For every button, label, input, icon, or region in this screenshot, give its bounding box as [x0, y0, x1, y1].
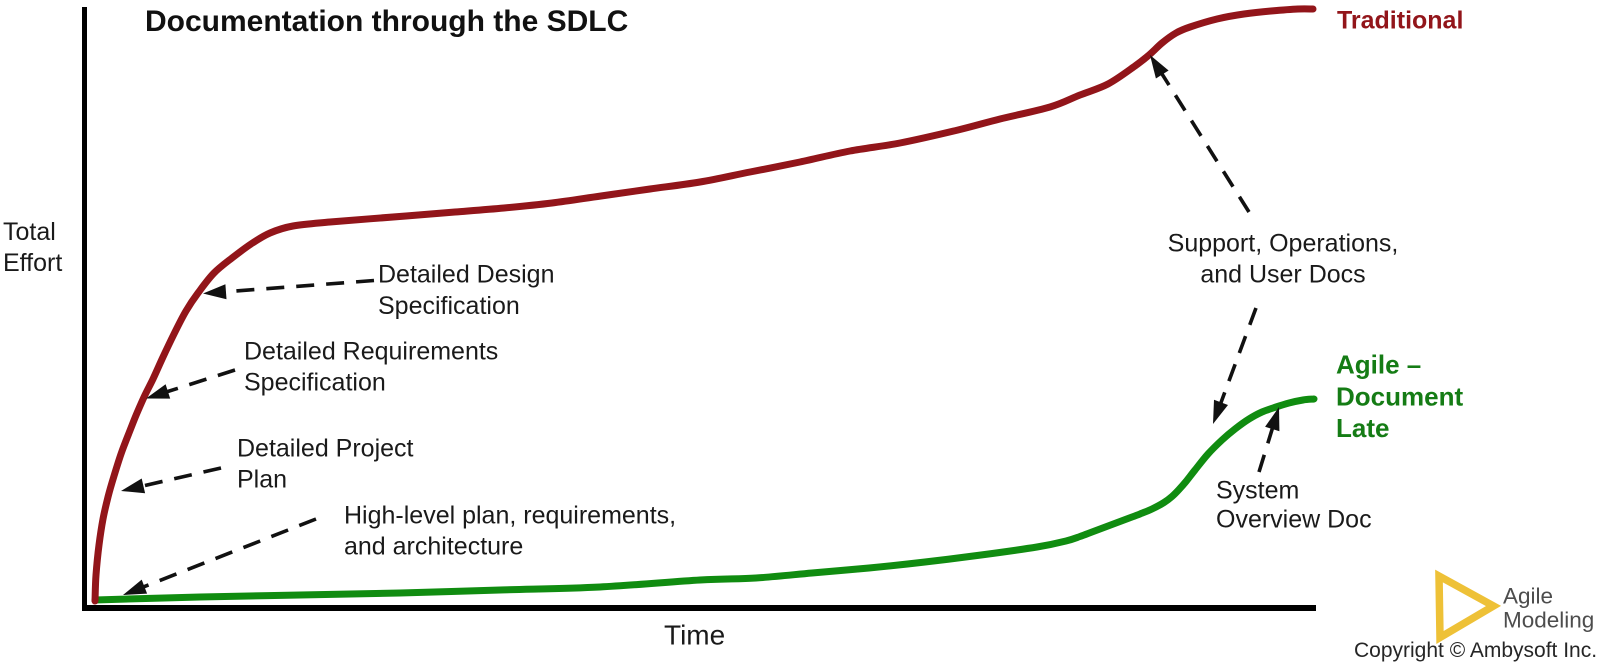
- svg-text:Detailed Requirements: Detailed Requirements: [244, 338, 498, 366]
- svg-text:Detailed Design: Detailed Design: [378, 261, 555, 289]
- svg-text:Copyright © Ambysoft Inc.: Copyright © Ambysoft Inc.: [1354, 639, 1597, 662]
- svg-text:System: System: [1216, 477, 1299, 505]
- svg-text:Detailed Project: Detailed Project: [237, 435, 414, 463]
- svg-text:High-level plan, requirements,: High-level plan, requirements,: [344, 502, 676, 530]
- svg-text:Modeling: Modeling: [1503, 608, 1594, 633]
- svg-text:Time: Time: [664, 620, 725, 651]
- svg-text:and architecture: and architecture: [344, 533, 523, 561]
- svg-text:Effort: Effort: [3, 249, 62, 277]
- svg-text:and User Docs: and User Docs: [1200, 261, 1365, 289]
- svg-text:Documentation through the SDLC: Documentation through the SDLC: [145, 5, 628, 38]
- svg-text:Document: Document: [1336, 382, 1463, 412]
- svg-text:Support, Operations,: Support, Operations,: [1168, 230, 1399, 258]
- svg-text:Agile –: Agile –: [1336, 350, 1421, 380]
- svg-text:Plan: Plan: [237, 466, 287, 494]
- svg-text:Total: Total: [3, 218, 56, 246]
- svg-text:Traditional: Traditional: [1337, 7, 1463, 35]
- svg-text:Specification: Specification: [378, 292, 520, 320]
- svg-text:Late: Late: [1336, 413, 1389, 443]
- svg-text:Specification: Specification: [244, 369, 386, 397]
- svg-text:Agile: Agile: [1503, 584, 1553, 609]
- svg-text:Overview Doc: Overview Doc: [1216, 506, 1372, 534]
